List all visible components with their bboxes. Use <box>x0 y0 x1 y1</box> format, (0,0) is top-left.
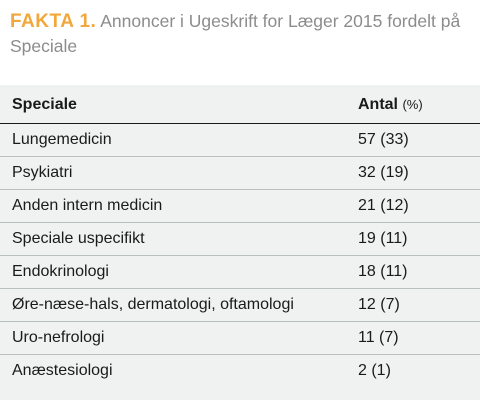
cell-speciale: Uro-nefrologi <box>0 321 358 355</box>
table-row: Speciale uspecifikt 19 (11) <box>0 222 480 256</box>
table-row: Anæstesiologi 2 (1) <box>0 355 480 388</box>
table-row: Psykiatri 32 (19) <box>0 156 480 190</box>
cell-antal: 19 (11) <box>358 222 480 256</box>
fakta-title: Annoncer i Ugeskrift for Læger 2015 ford… <box>10 11 461 56</box>
table-row: Lungemedicin 57 (33) <box>0 123 480 157</box>
cell-speciale: Øre-næse-hals, dermatologi, oftamologi <box>0 288 358 322</box>
cell-antal: 12 (7) <box>358 288 480 322</box>
cell-antal: 32 (19) <box>358 156 480 190</box>
column-header-antal-label: Antal <box>358 96 398 113</box>
cell-speciale: Anden intern medicin <box>0 189 358 223</box>
cell-antal: 18 (11) <box>358 255 480 289</box>
cell-antal: 11 (7) <box>358 321 480 355</box>
fakta-label: FAKTA 1. <box>10 11 97 32</box>
column-header-antal: Antal (%) <box>358 85 480 124</box>
column-header-speciale: Speciale <box>12 96 77 113</box>
cell-speciale: Speciale uspecifikt <box>0 222 358 256</box>
cell-speciale: Endokrinologi <box>0 255 358 289</box>
cell-antal: 2 (1) <box>358 362 391 379</box>
cell-speciale: Anæstesiologi <box>12 362 113 379</box>
cell-antal: 21 (12) <box>358 189 480 223</box>
fakta-heading: FAKTA 1. Annoncer i Ugeskrift for Læger … <box>10 9 470 58</box>
table-panel: Speciale Antal (%) Lungemedicin 57 (33) … <box>0 85 480 400</box>
table-row: Øre-næse-hals, dermatologi, oftamologi 1… <box>0 288 480 322</box>
table-row: Anden intern medicin 21 (12) <box>0 189 480 223</box>
column-header-antal-unit: (%) <box>402 97 423 112</box>
cell-speciale: Lungemedicin <box>0 123 358 157</box>
table-header-row: Speciale Antal (%) <box>0 85 480 124</box>
table-row: Uro-nefrologi 11 (7) <box>0 321 480 355</box>
cell-speciale: Psykiatri <box>0 156 358 190</box>
cell-antal: 57 (33) <box>358 123 480 157</box>
speciale-table: Speciale Antal (%) Lungemedicin 57 (33) … <box>0 85 480 387</box>
table-row: Endokrinologi 18 (11) <box>0 255 480 289</box>
